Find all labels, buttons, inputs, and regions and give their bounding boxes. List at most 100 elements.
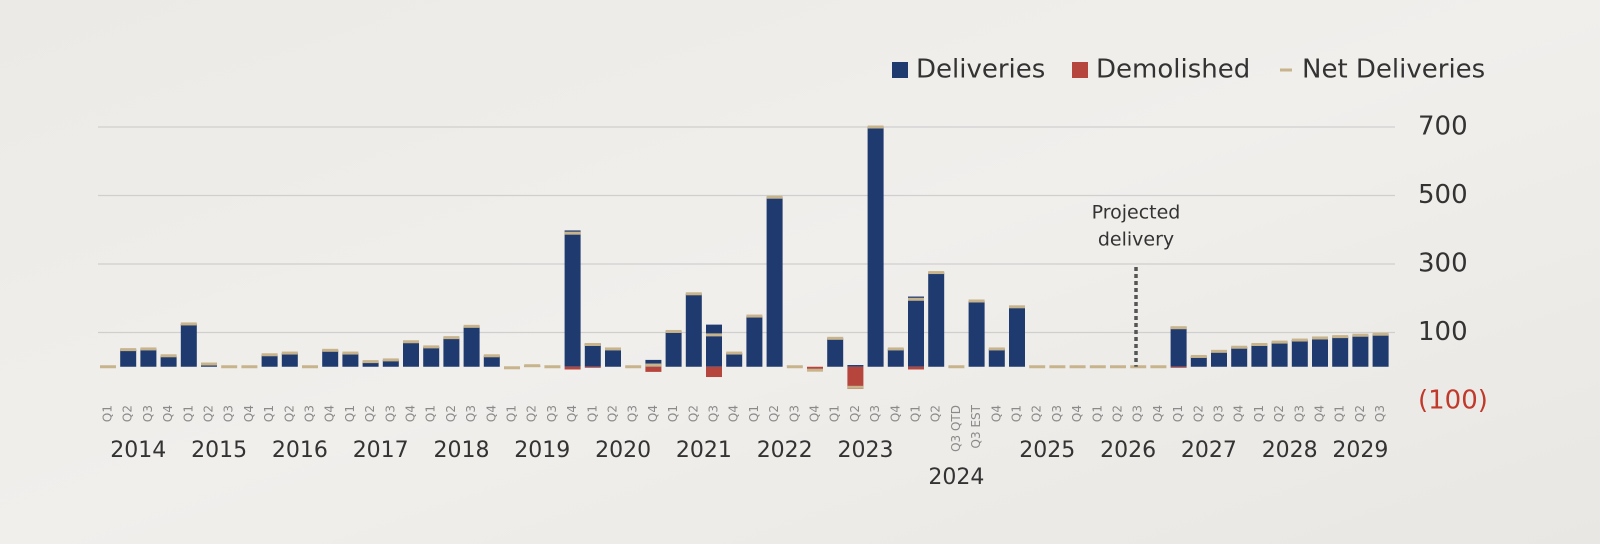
x-tick-label: Q1 [585, 405, 599, 422]
x-tick-label: Q4 [161, 405, 175, 422]
x-tick-label: Q2 [121, 405, 135, 422]
net-dash [1231, 345, 1248, 349]
net-dash [1069, 365, 1086, 369]
net-dash [665, 329, 682, 333]
bar [645, 359, 662, 367]
x-tick-label: Q2 [444, 405, 458, 422]
bar [827, 338, 844, 367]
bar [685, 293, 702, 367]
net-dash [1049, 365, 1066, 369]
x-group-label: 2014 [110, 438, 166, 463]
x-tick-label: Q1 [181, 405, 195, 422]
x-tick-label: Q2 [1111, 405, 1125, 422]
bar [261, 354, 278, 367]
bar [968, 300, 985, 367]
bar [180, 323, 197, 367]
bar [1251, 344, 1268, 367]
x-tick-label: Q3 [787, 405, 801, 422]
bar [1231, 347, 1248, 367]
net-dash [221, 365, 238, 369]
bar [584, 343, 601, 367]
bar [887, 348, 904, 367]
x-tick-label: Q4 [484, 405, 498, 422]
bar [463, 326, 480, 367]
x-group-label: 2028 [1262, 438, 1318, 463]
net-dash [1372, 332, 1389, 336]
bar [908, 296, 924, 367]
net-dash [584, 342, 601, 346]
x-tick-label: Q3 [222, 405, 236, 422]
x-tick-label: Q4 [1232, 405, 1246, 422]
x-tick-label: Q4 [323, 405, 337, 422]
y-tick-label: 100 [1418, 317, 1468, 347]
bar [746, 316, 763, 367]
x-tick-label: Q3 [1212, 405, 1226, 422]
x-tick-label: Q4 [1313, 405, 1327, 422]
bar [1332, 336, 1349, 367]
x-tick-label: Q4 [1151, 405, 1165, 422]
bar [988, 348, 1005, 367]
bar [867, 127, 884, 367]
net-dash [1211, 349, 1227, 353]
net-dash [100, 365, 116, 369]
bar [665, 331, 682, 367]
x-tick-label: Q3 [1373, 405, 1387, 422]
x-tick-label: Q4 [989, 405, 1003, 422]
x-tick-label: Q1 [424, 405, 438, 422]
x-tick-label: Q2 [202, 405, 216, 422]
x-tick-label: Q2 [686, 405, 700, 422]
net-dash [241, 365, 258, 369]
bar [483, 355, 500, 367]
net-dash [928, 271, 945, 275]
net-dash [1271, 340, 1288, 344]
x-tick-label: Q3 [141, 405, 155, 422]
bar [766, 197, 783, 367]
x-group-label: 2015 [191, 438, 247, 463]
x-tick-label: Q4 [888, 405, 902, 422]
bar [1170, 366, 1187, 368]
x-tick-label: Q1 [666, 405, 680, 422]
net-dash [1150, 365, 1167, 369]
bar [160, 355, 177, 367]
bar [322, 350, 339, 367]
x-tick-label: Q3 [303, 405, 317, 422]
net-dash [382, 358, 399, 362]
x-group-label: 2017 [353, 438, 409, 463]
net-dash [1251, 342, 1268, 346]
bar [362, 361, 379, 367]
x-group-label: 2029 [1332, 438, 1388, 463]
x-tick-label: Q2 [1272, 405, 1286, 422]
net-dash [1190, 354, 1207, 358]
net-dash [726, 351, 743, 355]
net-dash [443, 336, 460, 340]
legend-label: Demolished [1096, 55, 1250, 85]
x-group-label: 2024 [928, 465, 984, 490]
bar [120, 349, 137, 367]
net-dash [625, 365, 642, 369]
bar [847, 365, 864, 367]
x-tick-label: Q1 [1171, 405, 1185, 422]
y-tick-label: (100) [1418, 386, 1488, 416]
bar [1170, 326, 1187, 367]
x-tick-label: Q4 [404, 405, 418, 422]
net-dash [1291, 338, 1308, 342]
net-dash [322, 348, 339, 352]
x-tick-label: Q2 [767, 405, 781, 422]
net-dash [504, 366, 520, 370]
x-group-label: 2018 [434, 438, 490, 463]
net-dash [685, 292, 702, 296]
net-dash [948, 365, 965, 369]
x-tick-label: Q1 [343, 405, 357, 422]
x-group-label: 2023 [838, 438, 894, 463]
bar [564, 366, 581, 370]
annotation-text: delivery [1098, 229, 1174, 251]
x-tick-label: Q3 EST [969, 404, 983, 448]
bar [847, 366, 864, 390]
bar [564, 230, 581, 367]
net-dash [807, 368, 823, 372]
bar [342, 353, 359, 367]
net-dash [827, 336, 844, 340]
net-dash [786, 365, 803, 369]
x-group-label: 2025 [1019, 438, 1075, 463]
